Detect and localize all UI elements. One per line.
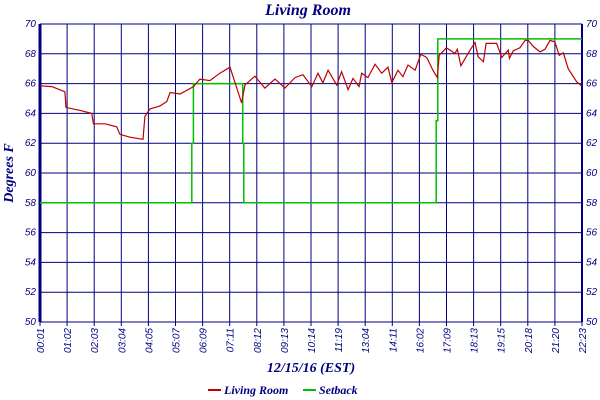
x-tick-label: 00:01 (36, 328, 47, 353)
y-tick-label-left: 52 (25, 287, 37, 298)
x-tick-label: 11:19 (334, 328, 345, 353)
x-tick-label: 21:20 (551, 328, 562, 354)
y-tick-label-left: 68 (25, 49, 37, 60)
x-tick-label: 04:05 (144, 328, 155, 353)
x-tick-label: 02:03 (90, 328, 101, 353)
x-tick-label: 05:07 (172, 328, 183, 353)
legend-label-living-room: Living Room (223, 383, 288, 397)
y-tick-label-right: 52 (586, 287, 598, 298)
y-tick-label-right: 58 (586, 198, 598, 209)
x-tick-label: 10:14 (307, 328, 318, 353)
y-tick-label-left: 58 (25, 198, 37, 209)
chart-title: Living Room (264, 2, 351, 19)
y-tick-label-left: 60 (25, 168, 37, 179)
x-tick-label: 07:11 (226, 328, 237, 352)
x-tick-label: 18:13 (470, 328, 481, 353)
y-tick-label-left: 70 (25, 19, 37, 30)
legend: Living Room Setback (208, 383, 358, 397)
y-tick-label-left: 66 (25, 79, 37, 90)
x-tick-label: 03:04 (117, 328, 128, 353)
x-tick-label: 22:23 (578, 328, 589, 354)
x-tick-label: 13:04 (361, 328, 372, 353)
y-tick-label-right: 64 (586, 108, 598, 119)
y-tick-label-right: 70 (586, 19, 598, 30)
x-tick-label: 20:18 (524, 328, 535, 354)
x-tick-label: 14:11 (388, 328, 399, 352)
y-tick-label-left: 62 (25, 138, 37, 149)
x-tick-label: 08:12 (253, 328, 264, 353)
y-tick-label-right: 62 (586, 138, 598, 149)
x-tick-label: 06:09 (199, 328, 210, 353)
y-tick-label-right: 56 (586, 228, 598, 239)
y-tick-label-left: 54 (25, 257, 37, 268)
series-line-living-room (39, 39, 583, 140)
y-tick-label-left: 64 (25, 108, 37, 119)
legend-label-setback: Setback (319, 383, 358, 397)
x-tick-label: 09:13 (280, 328, 291, 353)
x-tick-label: 17:09 (443, 328, 454, 353)
y-tick-label-left: 50 (25, 317, 37, 328)
y-axis-label: Degrees F (2, 143, 17, 204)
y-tick-label-right: 66 (586, 79, 598, 90)
y-tick-label-right: 54 (586, 257, 598, 268)
x-tick-label: 16:02 (415, 328, 426, 353)
x-tick-label: 19:15 (497, 328, 508, 353)
y-tick-label-left: 56 (25, 228, 37, 239)
x-axis-label: 12/15/16 (EST) (267, 361, 355, 376)
y-tick-label-right: 50 (586, 317, 598, 328)
y-tick-label-right: 60 (586, 168, 598, 179)
y-tick-label-right: 68 (586, 49, 598, 60)
x-tick-label: 01:02 (63, 328, 74, 353)
series-line-setback (40, 38, 582, 204)
